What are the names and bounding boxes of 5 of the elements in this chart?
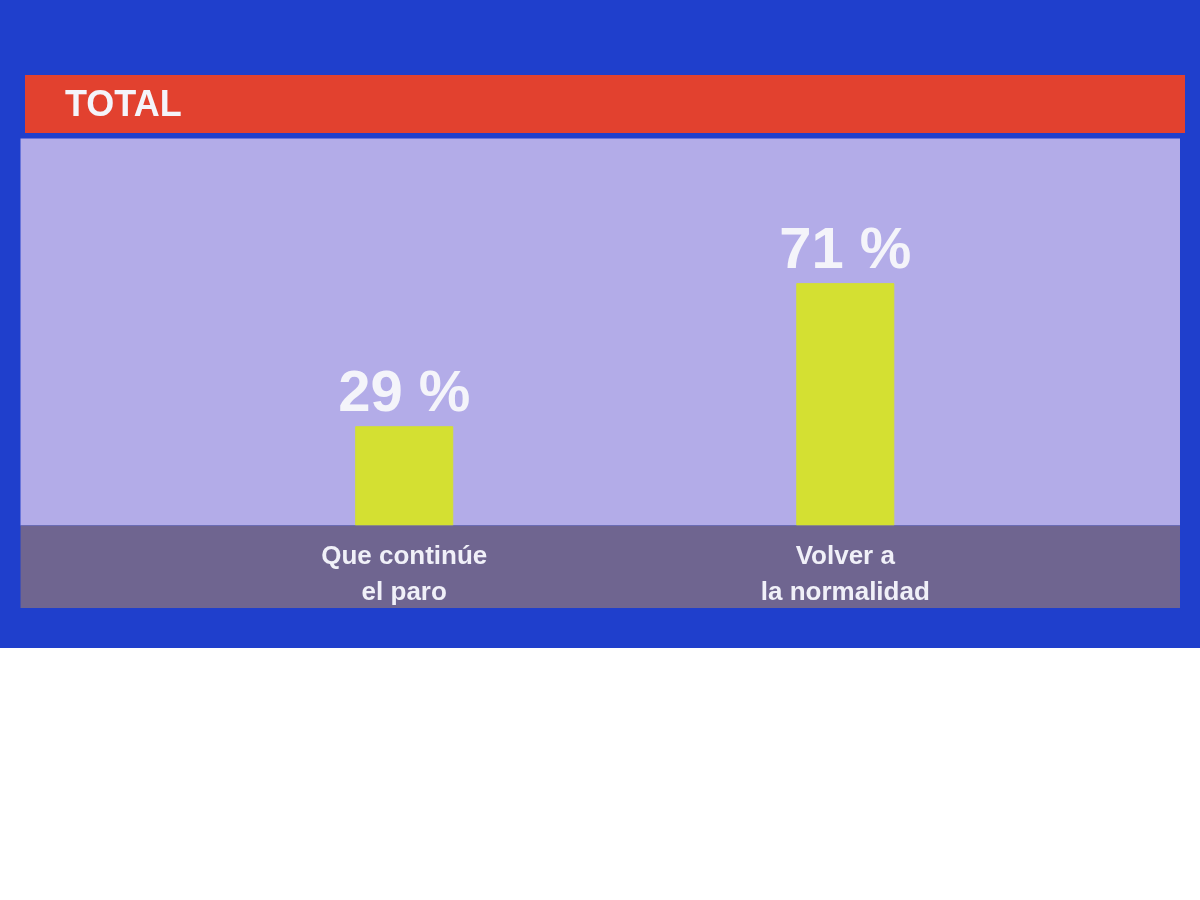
- data-label: 29 %: [338, 357, 471, 423]
- x-tick-label: Volver a la normalidad: [760, 539, 930, 606]
- data-label: 71 %: [779, 214, 912, 280]
- x-tick-label: Que continúe el paro: [321, 539, 488, 606]
- chart-title: TOTAL: [65, 82, 182, 126]
